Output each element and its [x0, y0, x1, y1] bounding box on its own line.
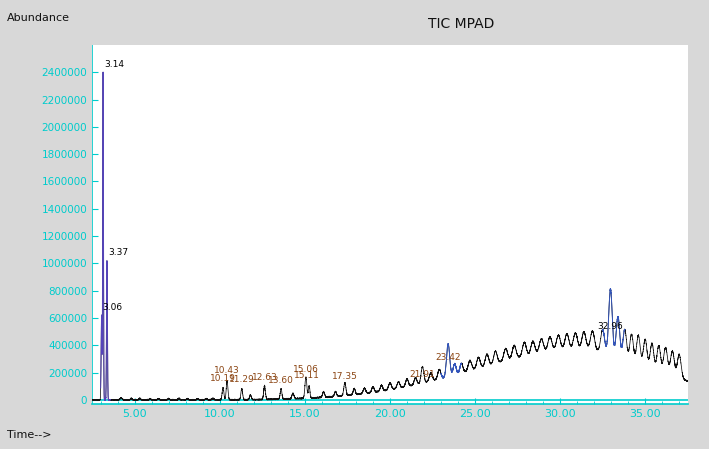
Text: 23.42: 23.42 — [435, 353, 461, 362]
Text: 10.43: 10.43 — [214, 366, 240, 375]
Text: Time-->: Time--> — [7, 430, 52, 440]
Text: 15.06: 15.06 — [293, 365, 319, 374]
Text: 32.96: 32.96 — [598, 322, 623, 331]
Text: 3.37: 3.37 — [108, 248, 128, 257]
Text: Abundance: Abundance — [7, 13, 70, 23]
Text: 21.91: 21.91 — [410, 370, 435, 379]
Text: TIC MPAD: TIC MPAD — [428, 17, 495, 31]
Text: 12.63: 12.63 — [252, 373, 277, 382]
Text: 13.60: 13.60 — [268, 375, 294, 385]
Text: 3.14: 3.14 — [104, 60, 124, 69]
Text: 3.06: 3.06 — [103, 303, 123, 312]
Text: 10.19: 10.19 — [210, 374, 236, 383]
Text: 11.29: 11.29 — [229, 375, 255, 384]
Text: 17.35: 17.35 — [332, 372, 358, 381]
Text: 15.11: 15.11 — [294, 370, 320, 379]
